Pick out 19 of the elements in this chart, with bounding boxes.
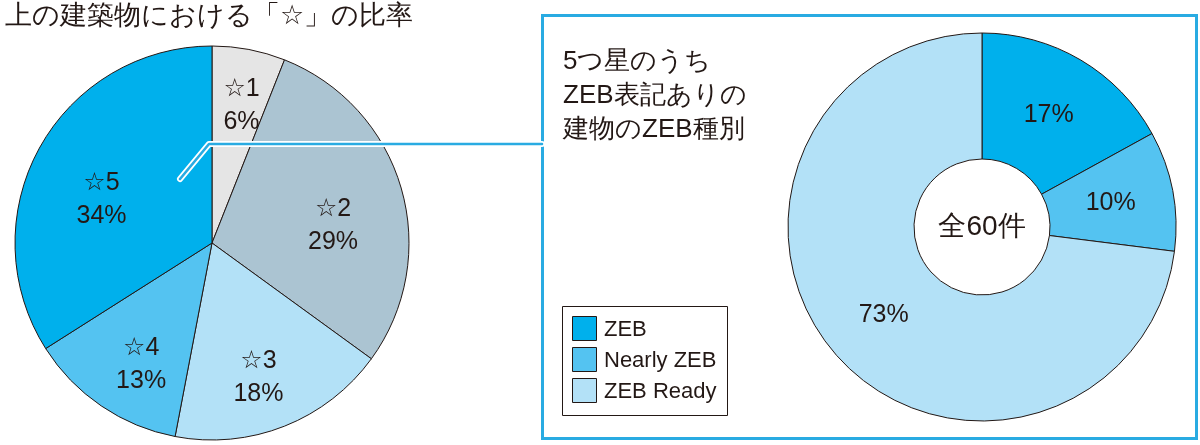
legend-label: Nearly ZEB bbox=[604, 346, 717, 372]
data-label: 29% bbox=[308, 225, 359, 254]
legend-label: ZEB bbox=[604, 315, 647, 341]
data-label: 73% bbox=[858, 298, 909, 327]
slice-label: ☆3 bbox=[240, 345, 277, 374]
legend-label: ZEB Ready bbox=[604, 377, 717, 403]
slice-label: ☆4 bbox=[122, 332, 160, 361]
data-label: 6% bbox=[223, 106, 260, 135]
slice-label: ☆1 bbox=[223, 73, 260, 102]
text: 全60件 bbox=[938, 210, 1026, 241]
data-label: 17% bbox=[1023, 99, 1074, 128]
data-label: 18% bbox=[233, 378, 284, 407]
data-label: 34% bbox=[76, 200, 127, 229]
data-label: 13% bbox=[116, 365, 167, 394]
text: 5つ星のうちZEB表記ありの建物のZEB種別 bbox=[563, 44, 748, 145]
slice-label: ☆2 bbox=[314, 192, 352, 221]
chart-title: 上の建築物における「☆」の比率 bbox=[5, 0, 414, 30]
slice-label: ☆5 bbox=[83, 167, 120, 196]
data-label: 10% bbox=[1085, 187, 1136, 216]
